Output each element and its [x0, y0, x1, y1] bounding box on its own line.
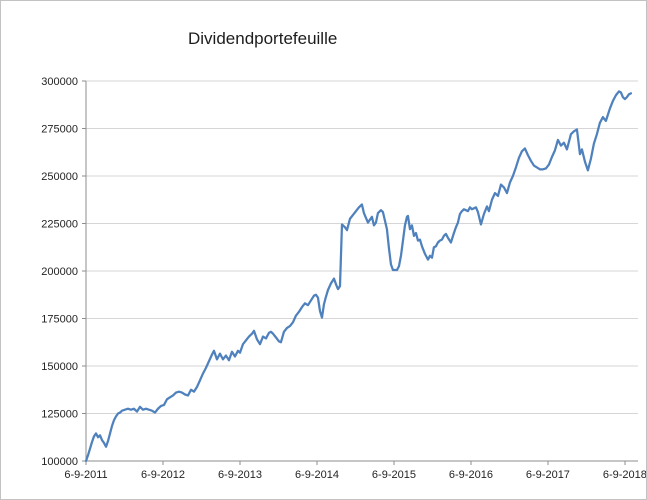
x-axis-tick-label: 6-9-2011	[64, 469, 107, 481]
x-axis-tick-label: 6-9-2015	[372, 469, 416, 481]
y-gridlines	[86, 80, 638, 414]
y-axis-tick-label: 150000	[41, 361, 78, 373]
x-axis-tick-label: 6-9-2013	[218, 469, 262, 481]
y-axis-tick-label: 275000	[41, 124, 78, 136]
y-axis-tick-label: 125000	[41, 409, 78, 421]
y-axis-tick-label: 200000	[41, 266, 78, 278]
y-axis-tick-label: 100000	[41, 456, 78, 468]
series-line	[84, 90, 633, 463]
axis-labels: 100000 125000 150000 175000 200000 225000 2500…	[41, 76, 647, 481]
x-axis-tick-label: 6-9-2016	[449, 469, 493, 481]
axes	[82, 80, 638, 465]
y-axis-tick-label: 225000	[41, 219, 78, 231]
x-axis-tick-label: 6-9-2017	[526, 469, 570, 481]
chart-title: Dividendportefeuille	[188, 29, 338, 48]
x-axis-tick-label: 6-9-2012	[141, 469, 185, 481]
x-axis-tick-label: 6-9-2014	[295, 469, 339, 481]
y-axis-tick-label: 300000	[41, 76, 78, 88]
x-axis-tick-label: 6-9-2018	[603, 469, 647, 481]
y-axis-tick-label: 250000	[41, 171, 78, 183]
y-axis-tick-label: 175000	[41, 314, 78, 326]
